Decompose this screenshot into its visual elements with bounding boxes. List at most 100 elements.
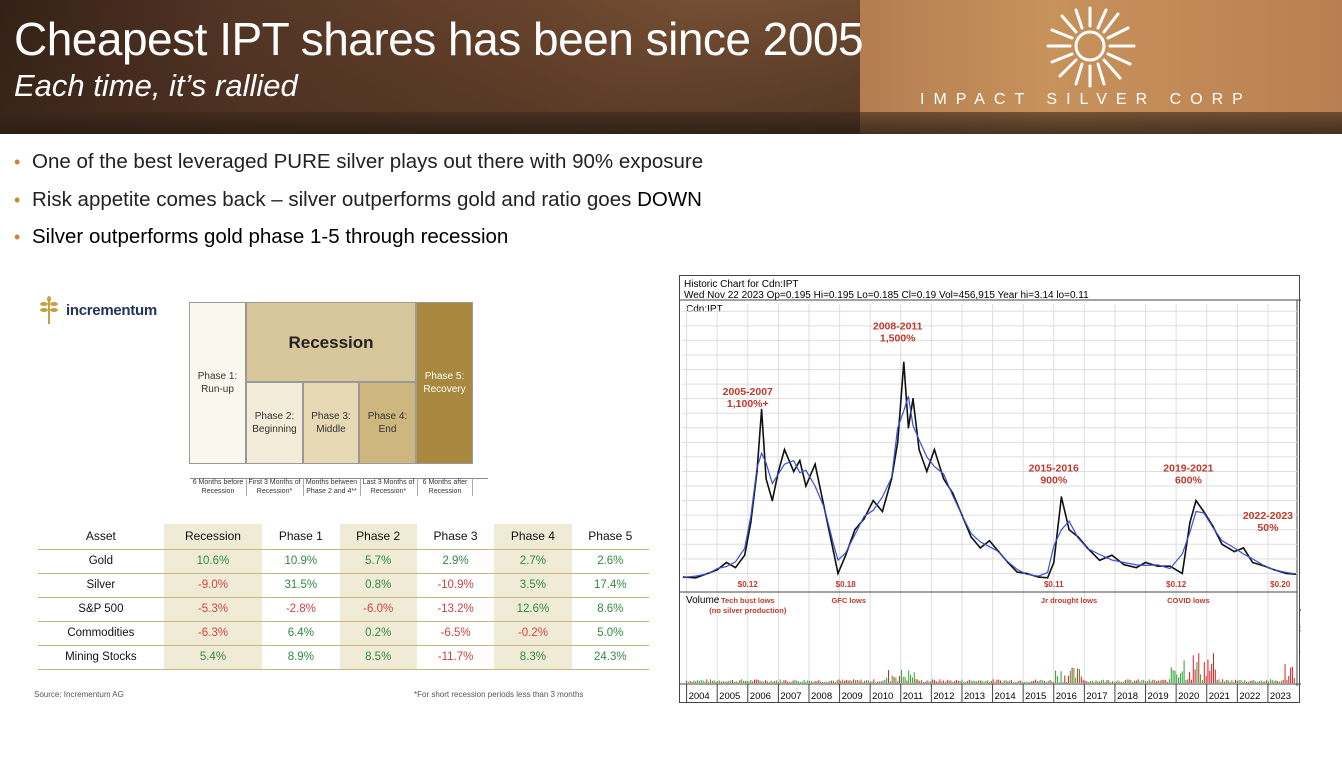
price-point [903, 361, 905, 364]
chart-x-tick-label: 2022 [1239, 691, 1260, 702]
price-point [765, 477, 767, 480]
phase2-box: Phase 2: Beginning [246, 382, 303, 464]
price-point [1181, 572, 1184, 575]
bullet-item: • Silver outperforms gold phase 1-5 thro… [14, 225, 703, 263]
chart-x-tick-label: 2012 [933, 691, 954, 702]
timeline-label-line: Phase 2 and 4** [306, 488, 357, 495]
table-cell: 3.5% [494, 573, 572, 598]
recession-label: Recession [288, 332, 374, 352]
page-subtitle: Each time, it’s rallied [14, 68, 298, 103]
chart-x-tick-label: 2013 [964, 691, 985, 702]
chart-x-tick-label: 2004 [689, 691, 710, 702]
price-point [942, 477, 945, 480]
chart-event-label: Jr drought lows [1041, 596, 1097, 605]
price-point [1233, 550, 1236, 553]
chart-volume-tick-label: 1.5 M [1300, 644, 1301, 655]
chart-x-tick-label: 2015 [1025, 691, 1046, 702]
price-point [1060, 496, 1063, 498]
timeline-label-line: Months between [305, 479, 358, 486]
ipt-price-chart: Historic Chart for Cdn:IPT Wed Nov 22 202… [679, 275, 1301, 703]
price-point [1212, 525, 1214, 527]
bullet-dot-icon: • [14, 227, 21, 247]
table-cell: -11.7% [416, 645, 495, 670]
table-row-label: Silver [38, 573, 164, 598]
timeline-label: Last 3 Months of Recession* [360, 478, 416, 496]
header-banner: Cheapest IPT shares has been since 2005 … [0, 0, 1342, 134]
price-point [933, 448, 936, 451]
table-cell: 24.3% [571, 645, 649, 670]
price-point [997, 550, 1000, 553]
table-cell: 2.7% [494, 549, 572, 574]
sun-logo-icon [1046, 6, 1136, 88]
price-point [1068, 528, 1070, 531]
timeline-label-line: Recession [201, 488, 235, 495]
price-point [1294, 573, 1297, 575]
phase1-box: Phase 1: Run-up [189, 302, 246, 464]
chart-volume-label: Volume [686, 595, 720, 606]
price-point [1007, 561, 1009, 564]
footnote: *For short recession periods less than 3… [414, 690, 584, 699]
price-point [890, 477, 893, 480]
table-cell: 8.9% [262, 645, 340, 670]
chart-annotation-label: 2022-2023 [1243, 510, 1293, 522]
wheat-icon [40, 296, 58, 324]
price-point [682, 576, 685, 578]
phase5-label: Phase 5: [424, 371, 465, 382]
table-header-cell: Phase 4 [494, 524, 572, 550]
phase5-desc: Recovery [423, 384, 466, 395]
price-point [961, 514, 963, 516]
table-cell: -9.0% [163, 573, 263, 598]
price-point [783, 448, 786, 451]
chart-annotation-value: 1,500% [880, 332, 916, 344]
chart-annotation-label: 2019-2021 [1163, 462, 1213, 474]
table-cell: 0.8% [339, 573, 417, 598]
table-cell: 2.9% [416, 549, 495, 574]
price-point [1251, 561, 1254, 564]
price-point [970, 536, 972, 538]
price-point [854, 528, 856, 531]
chart-low-label: $0.12 [738, 580, 759, 589]
chart-low-label: $0.18 [836, 580, 857, 589]
bullet-text-prefix: Risk appetite comes back – silver outper… [32, 187, 638, 211]
table-cell: -2.8% [262, 597, 340, 622]
phase3-box: Phase 3: Middle [303, 382, 359, 464]
price-point [1077, 536, 1080, 538]
table-cell: 8.3% [494, 645, 572, 670]
table-header-cell: Phase 3 [416, 524, 495, 550]
chart-x-tick-label: 2021 [1209, 691, 1230, 702]
table-cell: 5.0% [571, 621, 649, 646]
bullet-text: One of the best leveraged PURE silver pl… [32, 150, 704, 173]
price-point [1025, 572, 1028, 575]
price-point [750, 521, 752, 524]
chart-annotation-label: 2008-2011 [873, 320, 923, 332]
table-cell: 12.6% [494, 597, 572, 622]
table-row: Commodities -6.3% 6.4% 0.2% -6.5% -0.2% 5.0% [38, 621, 649, 646]
price-point [1221, 543, 1223, 546]
table-row: Mining Stocks 5.4% 8.9% 8.5% -11.7% 8.3% 24.3% [38, 645, 649, 670]
bullet-dot-icon: • [14, 189, 21, 210]
table-cell: 5.7% [339, 549, 417, 574]
price-point [798, 459, 801, 462]
phase2-desc: Beginning [252, 424, 297, 435]
phase4-box: Phase 4: End [359, 382, 416, 464]
table-cell: -0.2% [494, 621, 572, 646]
table-cell: -6.5% [416, 621, 495, 646]
table-cell: 8.5% [339, 645, 417, 670]
phase1-label: Phase 1: [197, 371, 238, 382]
chart-low-label: $0.20 [1270, 580, 1291, 589]
source-note: Source: Incrementum AG [34, 690, 124, 699]
timeline-label-line: 6 Months before [192, 479, 244, 486]
chart-annotation-value: 900% [1040, 474, 1068, 486]
price-point [1046, 577, 1049, 579]
price-point [1123, 563, 1125, 566]
price-point [872, 499, 875, 502]
price-point [881, 510, 884, 513]
timeline-label: 6 Months before Recession [190, 478, 246, 496]
price-point [1144, 561, 1147, 564]
chart-volume-tick-label: 3.0 M [1300, 624, 1301, 635]
price-point [863, 518, 865, 520]
price-point [918, 448, 920, 451]
price-point [925, 470, 928, 473]
price-point [777, 470, 780, 473]
price-point [1273, 568, 1275, 571]
